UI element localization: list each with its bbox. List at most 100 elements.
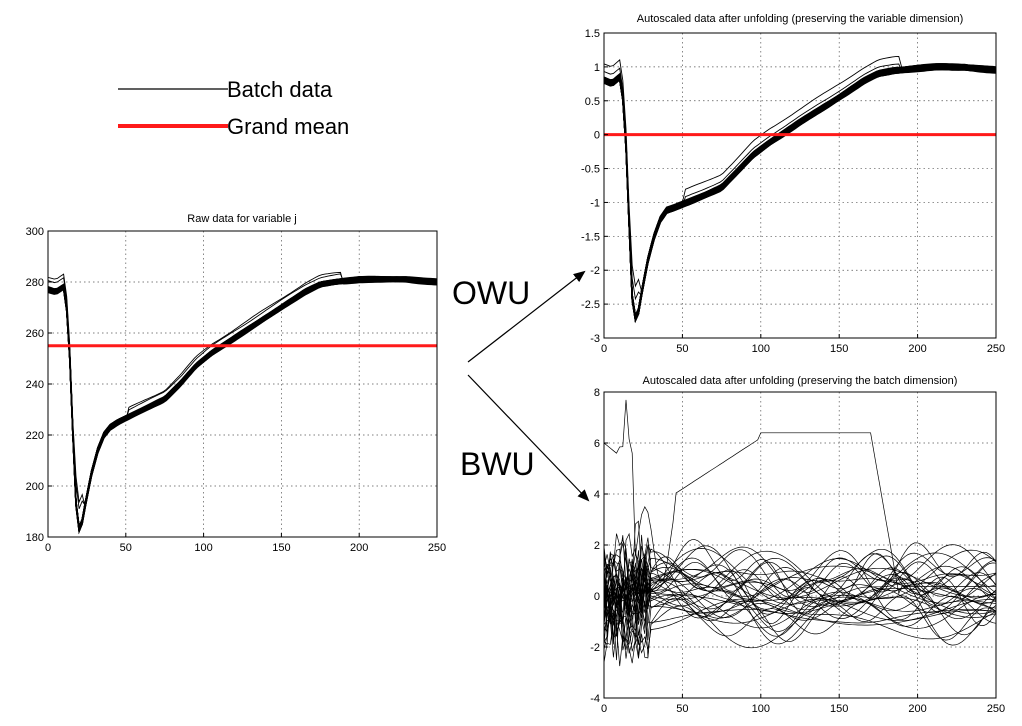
owu-arrow — [467, 270, 586, 363]
raw-batch-line-35 — [48, 278, 437, 530]
bwu-ytick-label--2: -2 — [590, 642, 600, 654]
bwu-batch-line-28 — [604, 594, 996, 650]
raw-ytick-label-220: 220 — [26, 430, 44, 442]
owu-batch-line-39 — [604, 66, 996, 321]
owu-batch-line-8 — [604, 63, 996, 319]
raw-batch-line-36 — [48, 276, 437, 528]
owu-ytick-label-0.5: 0.5 — [585, 96, 600, 108]
owu-batch-line-35 — [604, 67, 996, 322]
owu-ytick-label--1.5: -1.5 — [581, 231, 600, 243]
owu-batch-line-0 — [604, 56, 996, 292]
raw-ytick-label-180: 180 — [26, 532, 44, 544]
owu-batch-line-34 — [604, 64, 996, 319]
raw-batch-line-1 — [48, 273, 437, 509]
owu-batch-line-25 — [604, 67, 996, 322]
raw-batch-line-10 — [48, 276, 437, 528]
raw-ytick-label-240: 240 — [26, 379, 44, 391]
bwu-batch-line-0 — [604, 399, 996, 595]
raw-batch-line-20 — [48, 276, 437, 532]
owu-batch-line-20 — [604, 64, 996, 320]
bwu-batch-line-9 — [604, 520, 996, 621]
bwu-series — [604, 399, 996, 667]
raw-batch-line-26 — [48, 277, 437, 532]
owu-batch-line-14 — [604, 64, 996, 319]
owu-batch-line-12 — [604, 68, 996, 323]
bwu-batch-line-23 — [604, 559, 996, 625]
bwu-xtick-label-0: 0 — [601, 703, 607, 715]
owu-batch-line-36 — [604, 64, 996, 319]
raw-batch-line-8 — [48, 277, 437, 531]
bwu-ytick-label-2: 2 — [594, 540, 600, 552]
raw-xtick-label-200: 200 — [350, 542, 368, 554]
bwu-batch-line-26 — [604, 572, 996, 663]
bwu-label: BWU — [460, 446, 535, 482]
bwu-ytick-label-8: 8 — [594, 387, 600, 399]
owu-batch-line-3 — [604, 67, 996, 322]
owu-batch-line-32 — [604, 63, 996, 319]
raw-batch-line-34 — [48, 278, 437, 532]
owu-batch-line-23 — [604, 65, 996, 320]
owu-chart-title: Autoscaled data after unfolding (preserv… — [637, 13, 964, 25]
raw-batch-line-18 — [48, 278, 437, 531]
owu-batch-line-21 — [604, 68, 996, 324]
owu-batch-line-17 — [604, 66, 996, 321]
owu-batch-line-16 — [604, 63, 996, 318]
bwu-batch-line-35 — [604, 533, 996, 612]
raw-batch-line-22 — [48, 278, 437, 532]
legend-mean-label: Grand mean — [227, 114, 349, 139]
owu-ytick-label--2.5: -2.5 — [581, 299, 600, 311]
raw-batch-line-15 — [48, 279, 437, 533]
bwu-chart-title: Autoscaled data after unfolding (preserv… — [643, 375, 958, 387]
owu-batch-line-24 — [604, 67, 996, 322]
owu-xtick-label-0: 0 — [601, 343, 607, 355]
bwu-batch-line-29 — [604, 593, 996, 654]
owu-batch-line-10 — [604, 64, 996, 319]
raw-chart: Raw data for variable j 0 50 100 150 200 250 1… — [26, 213, 447, 554]
raw-series — [48, 271, 437, 535]
bwu-batch-line-22 — [604, 532, 996, 610]
bwu-xtick-label-200: 200 — [908, 703, 926, 715]
bwu-batch-line-19 — [604, 577, 996, 640]
raw-batch-line-3 — [48, 279, 437, 531]
owu-ytick-label--0.5: -0.5 — [581, 164, 600, 176]
owu-batch-line-9 — [604, 64, 996, 319]
bwu-xtick-label-250: 250 — [987, 703, 1005, 715]
bwu-batch-line-27 — [604, 539, 996, 615]
bwu-chart: Autoscaled data after unfolding (preserv… — [590, 375, 1005, 715]
raw-batch-line-24 — [48, 275, 437, 528]
bwu-xtick-label-100: 100 — [752, 703, 770, 715]
bwu-batch-line-15 — [604, 577, 996, 632]
raw-batch-line-5 — [48, 277, 437, 531]
raw-batch-line-37 — [48, 277, 437, 529]
owu-batch-line-19 — [604, 68, 996, 323]
raw-ytick-label-300: 300 — [26, 226, 44, 238]
raw-batch-line-6 — [48, 276, 437, 529]
unfolding-arrows: OWU BWU — [452, 270, 590, 502]
bwu-ytick-label-4: 4 — [594, 489, 600, 501]
raw-batch-line-2 — [48, 277, 437, 531]
bwu-batch-line-20 — [604, 574, 996, 635]
owu-ytick-label-0: 0 — [594, 130, 600, 142]
raw-xtick-label-0: 0 — [45, 542, 51, 554]
owu-batch-line-37 — [604, 67, 996, 322]
raw-batch-line-23 — [48, 278, 437, 533]
legend: Batch data Grand mean — [118, 77, 349, 139]
owu-batch-line-38 — [604, 64, 996, 319]
owu-batch-line-4 — [604, 63, 996, 318]
owu-ytick-label--1: -1 — [590, 197, 600, 209]
owu-batch-line-5 — [604, 65, 996, 320]
raw-batch-line-31 — [48, 277, 437, 530]
owu-ytick-label-1: 1 — [594, 62, 600, 74]
raw-ytick-label-200: 200 — [26, 481, 44, 493]
owu-batch-line-30 — [604, 67, 996, 322]
owu-xtick-label-50: 50 — [676, 343, 688, 355]
raw-ytick-label-280: 280 — [26, 277, 44, 289]
bwu-ytick-label--4: -4 — [590, 693, 600, 705]
owu-batch-line-22 — [604, 67, 996, 322]
bwu-batch-line-12 — [604, 587, 996, 661]
bwu-ytick-label-0: 0 — [594, 591, 600, 603]
owu-batch-line-1 — [604, 63, 996, 301]
owu-batch-line-7 — [604, 67, 996, 323]
bwu-batch-line-30 — [604, 554, 996, 606]
